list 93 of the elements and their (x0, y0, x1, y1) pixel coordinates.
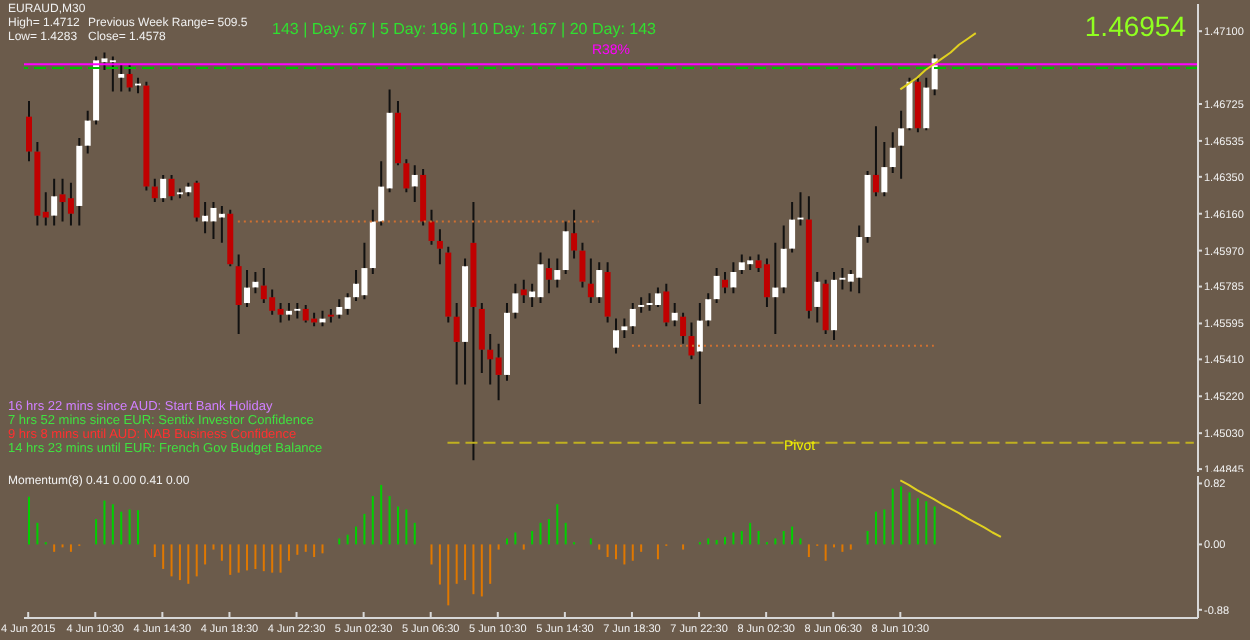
candlestick (445, 245, 452, 324)
candlestick (839, 267, 846, 291)
candlestick (344, 292, 351, 316)
candlestick (84, 109, 91, 155)
candlestick (453, 302, 460, 386)
candlestick (244, 269, 251, 308)
candlestick (436, 228, 443, 266)
candlestick (688, 321, 695, 361)
candlestick (596, 261, 603, 305)
candlestick (118, 63, 125, 93)
candlestick (285, 302, 292, 322)
candlestick (579, 241, 586, 289)
candlestick (67, 181, 74, 227)
candlestick (210, 201, 217, 240)
candlestick (680, 311, 687, 345)
candlestick (495, 342, 502, 402)
candlestick (294, 302, 301, 320)
candlestick (59, 177, 66, 223)
candlestick (462, 257, 469, 386)
candlestick (470, 201, 477, 462)
candlestick (269, 288, 276, 316)
candlestick (411, 164, 418, 204)
candlestick (914, 76, 921, 134)
candlestick (696, 302, 703, 406)
candlestick (814, 270, 821, 324)
candlestick (51, 177, 58, 227)
candlestick (520, 278, 527, 305)
candlestick (663, 282, 670, 328)
candlestick (604, 261, 611, 324)
line-series (899, 479, 1002, 538)
candlestick (571, 208, 578, 260)
candlestick (218, 204, 225, 244)
candlestick (34, 140, 41, 227)
candlestick (512, 282, 519, 320)
candlestick (872, 125, 879, 198)
candlestick (889, 131, 896, 174)
candlestick (537, 251, 544, 305)
candlestick (797, 191, 804, 227)
candlestick (713, 267, 720, 305)
candlestick (327, 307, 334, 324)
candlestick (646, 292, 653, 312)
candlestick (822, 278, 829, 336)
candlestick (403, 158, 410, 194)
candlestick (109, 55, 116, 93)
candlestick (881, 140, 888, 198)
candlestick (613, 317, 619, 355)
candlestick (394, 100, 401, 167)
candlestick (503, 302, 510, 382)
candlestick (76, 136, 83, 227)
candlestick (831, 270, 838, 341)
candlestick (856, 224, 863, 295)
candlestick (135, 76, 142, 95)
candlestick (629, 302, 636, 336)
candlestick (160, 173, 167, 204)
candlestick (898, 109, 905, 180)
candlestick (369, 208, 376, 275)
candlestick (336, 298, 343, 320)
candlestick (235, 253, 242, 336)
candlestick (252, 270, 259, 295)
candlestick (361, 241, 368, 301)
annotation: 143 | Day: 67 | 5 Day: 196 | 10 Day: 167 | 20 Day: 143 (272, 20, 656, 38)
candlestick (738, 253, 745, 275)
candlestick (763, 257, 770, 308)
candlestick (428, 208, 435, 246)
candlestick (621, 317, 628, 340)
candlestick (260, 267, 267, 305)
candlestick (705, 292, 712, 328)
candlestick (722, 270, 729, 295)
candlestick (151, 177, 158, 204)
annotation: 1.46954 (1084, 10, 1186, 42)
candlestick (554, 257, 561, 289)
candlestick (864, 170, 871, 244)
candlestick (772, 241, 779, 336)
candlestick (562, 220, 569, 275)
candlestick (176, 187, 183, 200)
candlestick (638, 296, 645, 314)
candlestick (420, 168, 427, 227)
candlestick (730, 261, 737, 295)
candlestick (789, 201, 796, 254)
candlestick (353, 269, 360, 303)
candlestick (747, 255, 754, 272)
candlestick (478, 302, 485, 374)
candlestick (227, 208, 234, 268)
candlestick (26, 100, 32, 163)
candlestick (805, 195, 812, 320)
candlestick (671, 302, 678, 328)
candlestick (545, 257, 552, 295)
candlestick (277, 302, 284, 324)
candlestick (487, 333, 494, 386)
candlestick (168, 173, 175, 202)
candlestick (587, 257, 594, 305)
candlestick (906, 76, 913, 132)
candlestick (780, 224, 787, 295)
